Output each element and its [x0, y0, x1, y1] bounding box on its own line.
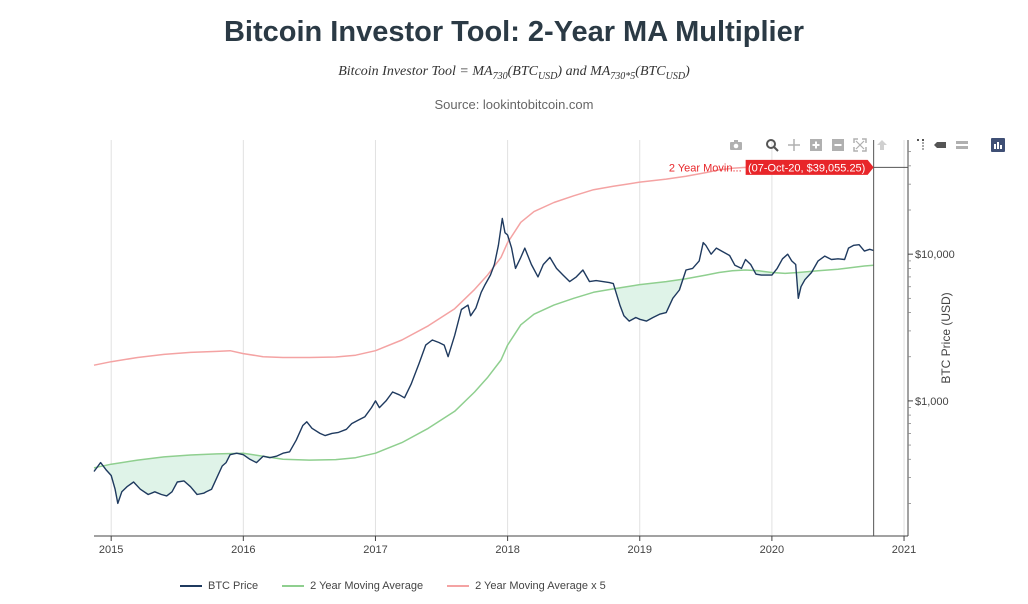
formula-sub: 730*5 — [610, 70, 636, 82]
zoom-icon[interactable] — [764, 137, 780, 153]
y-tick-label: $1,000 — [915, 396, 949, 408]
formula-part: (BTC — [635, 64, 666, 79]
chart-title: Bitcoin Investor Tool: 2-Year MA Multipl… — [223, 16, 805, 48]
hover-value-label: (07-Oct-20, $39,055.25) — [748, 162, 865, 174]
x-tick-label: 2018 — [495, 544, 519, 556]
formula-sub: USD — [665, 70, 686, 82]
legend-swatch-ma — [282, 585, 305, 587]
chart-legend: BTC Price 2 Year Moving Average 2 Year M… — [180, 580, 606, 592]
compare-hover-icon[interactable] — [932, 137, 948, 153]
formula-part: (BTC — [507, 64, 538, 79]
spike-lines-icon[interactable] — [910, 137, 926, 153]
y-axis-label: BTC Price (USD) — [939, 292, 953, 383]
chart-source: Source: lookintobitcoin.com — [434, 97, 594, 112]
closest-hover-icon[interactable] — [954, 137, 970, 153]
reset-axes-icon[interactable] — [874, 137, 890, 153]
legend-label-ma5: 2 Year Moving Average x 5 — [475, 580, 606, 592]
series-line-ma — [93, 264, 874, 469]
legend-label-ma: 2 Year Moving Average — [310, 580, 424, 592]
formula-part: ) and MA — [557, 64, 611, 79]
zoom-in-icon[interactable] — [808, 137, 824, 153]
x-tick-label: 2015 — [99, 544, 123, 556]
below-ma-fill — [615, 279, 683, 322]
x-tick-label: 2017 — [363, 544, 387, 556]
x-tick-label: 2020 — [760, 544, 784, 556]
zoom-out-icon[interactable] — [830, 137, 846, 153]
below-ma-fill — [103, 453, 236, 504]
modebar — [728, 136, 1006, 154]
formula-part: Bitcoin Investor Tool = MA — [338, 64, 493, 79]
pan-icon[interactable] — [786, 137, 802, 153]
legend-item-btc[interactable]: BTC Price — [180, 580, 258, 592]
below-ma-fill — [238, 453, 271, 463]
x-tick-label: 2021 — [892, 544, 916, 556]
legend-swatch-btc — [180, 585, 202, 587]
formula-sub: USD — [537, 70, 558, 82]
below-ma-fill — [796, 271, 813, 299]
series-line-ma5 — [93, 165, 874, 366]
legend-swatch-ma5 — [447, 585, 470, 587]
autoscale-icon[interactable] — [852, 137, 868, 153]
camera-icon[interactable] — [728, 137, 744, 153]
below-ma-fill — [754, 270, 774, 276]
legend-item-ma[interactable]: 2 Year Moving Average — [282, 580, 423, 592]
x-tick-label: 2016 — [231, 544, 255, 556]
formula-sub: 730 — [492, 70, 508, 82]
chart-formula: Bitcoin Investor Tool = MA730(BTCUSD) an… — [0, 64, 1028, 82]
formula-part: ) — [685, 64, 690, 79]
series-line-btc — [93, 217, 874, 505]
plotly-logo-icon[interactable] — [990, 137, 1006, 153]
legend-item-ma5[interactable]: 2 Year Moving Average x 5 — [447, 580, 606, 592]
y-tick-label: $10,000 — [915, 249, 955, 261]
hover-series-label: 2 Year Movin... — [669, 162, 742, 174]
x-tick-label: 2019 — [628, 544, 652, 556]
legend-label-btc: BTC Price — [208, 580, 259, 592]
hover-label-box — [745, 159, 874, 175]
